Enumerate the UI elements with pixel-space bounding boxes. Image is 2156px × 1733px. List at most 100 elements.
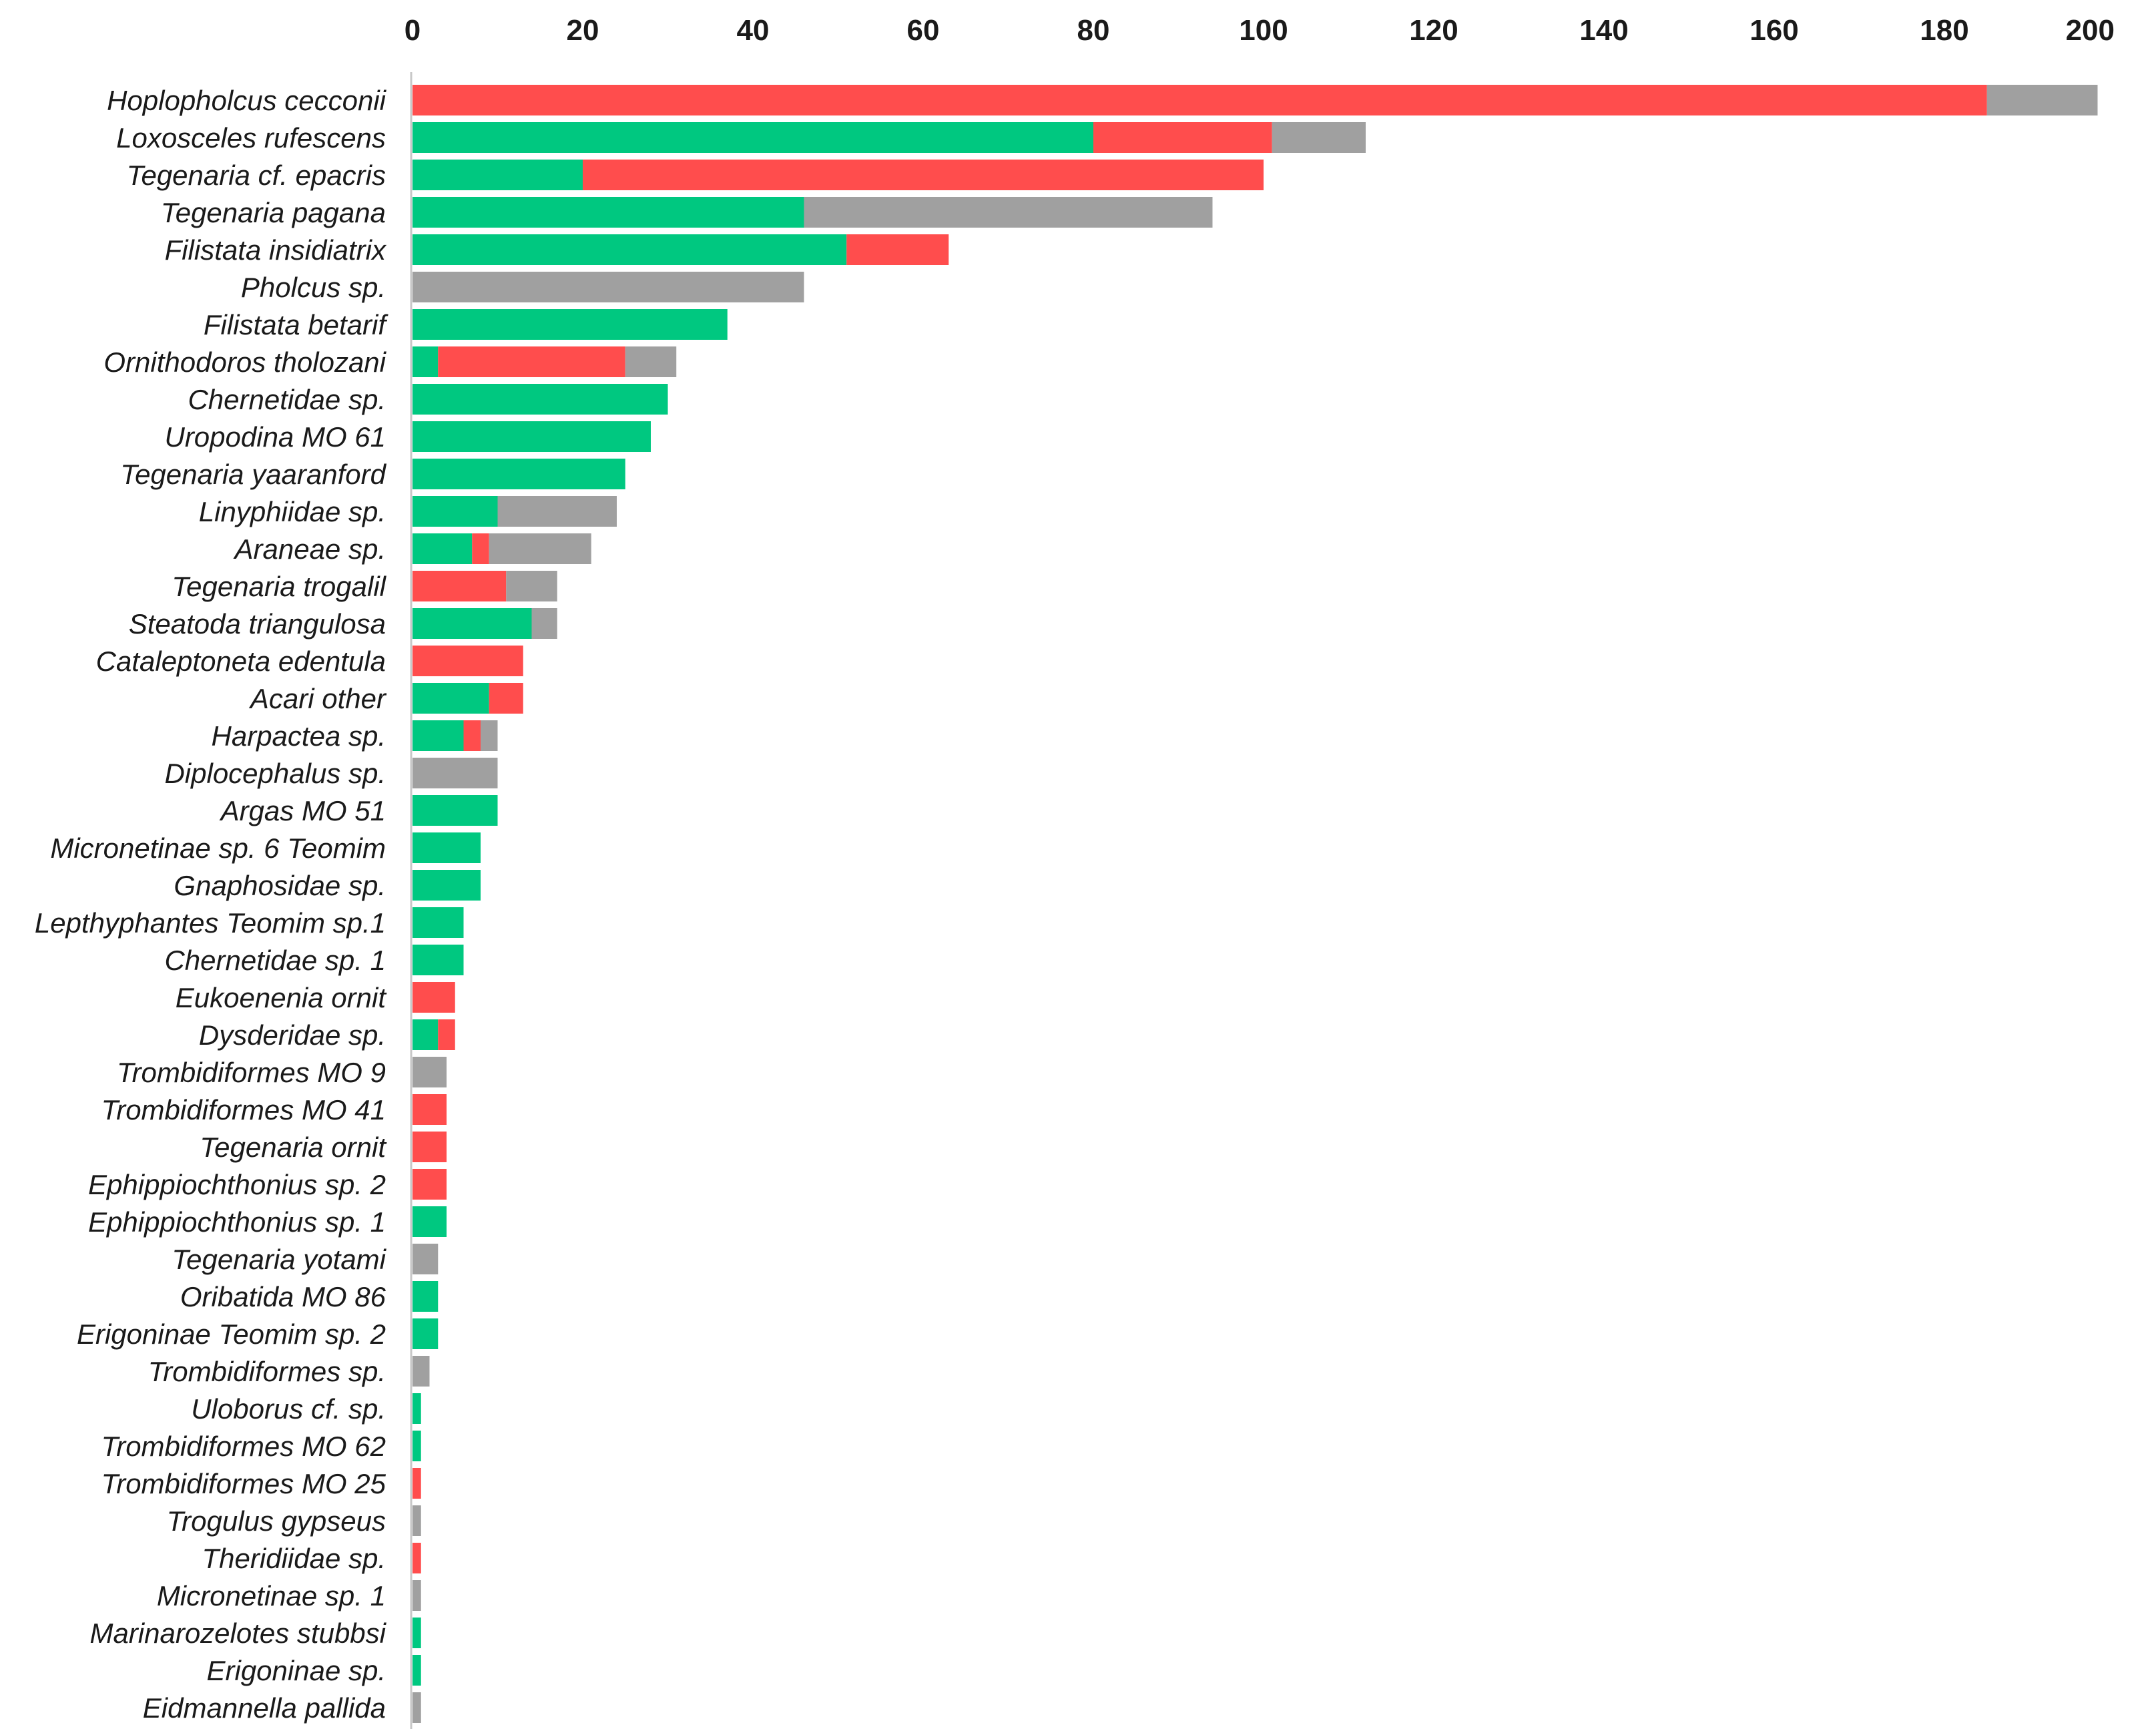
bar-segment-red: [472, 533, 489, 564]
bar-segment-green: [413, 907, 464, 938]
bar-segment-green: [413, 683, 489, 714]
bar-segment-gray: [413, 1356, 430, 1387]
x-tick-label: 200: [2066, 14, 2115, 47]
bar-segment-green: [413, 309, 728, 340]
bar-segment-green: [413, 459, 625, 489]
x-tick-label: 140: [1579, 14, 1628, 47]
bar-segment-green: [413, 1431, 421, 1461]
bar-segment-gray: [413, 1244, 439, 1274]
x-tick-label: 180: [1920, 14, 1968, 47]
bar-segment-gray: [506, 571, 557, 601]
bar-segment-red: [463, 720, 481, 751]
bar-segment-red: [413, 646, 523, 676]
bar-segment-green: [413, 1618, 421, 1648]
bar-segment-red: [413, 1543, 421, 1573]
bar-segment-green: [413, 1393, 421, 1424]
bar-segment-gray: [489, 533, 591, 564]
bar-segment-gray: [497, 496, 617, 527]
bar-segment-red: [413, 1169, 447, 1200]
bar-segment-green: [413, 421, 651, 452]
category-label: Trombidiformes MO 9: [117, 1057, 386, 1088]
x-axis-ticks: 0 20 40 60 80 100 120 140 160 180 200: [405, 14, 2115, 47]
category-label: Filistata insidiatrix: [165, 234, 387, 266]
bar-segment-green: [413, 870, 481, 901]
bar-segment-red: [489, 683, 523, 714]
bar-segment-green: [413, 384, 668, 415]
bar-segment-red: [583, 160, 1264, 190]
category-label: Marinarozelotes stubbsi: [89, 1618, 386, 1649]
bar-segment-gray: [413, 272, 804, 302]
bar-segment-red: [413, 85, 1987, 115]
x-tick-label: 80: [1077, 14, 1110, 47]
x-tick-label: 40: [737, 14, 770, 47]
bar-segment-green: [413, 1281, 439, 1312]
category-label: Oribatida MO 86: [180, 1281, 386, 1312]
bar-segment-green: [413, 720, 464, 751]
bar-segment-green: [413, 533, 473, 564]
category-label: Pholcus sp.: [241, 272, 386, 303]
bar-segment-gray: [413, 758, 498, 788]
bar-segment-gray: [804, 197, 1213, 228]
category-label: Tegenaria ornit: [200, 1132, 387, 1163]
bar-segment-green: [413, 608, 532, 639]
category-label: Cataleptoneta edentula: [96, 646, 386, 677]
bar-segment-green: [413, 1019, 439, 1050]
category-label: Uloborus cf. sp.: [191, 1393, 386, 1425]
bar-segment-red: [1093, 122, 1272, 153]
category-label: Diplocephalus sp.: [164, 758, 386, 789]
category-label: Hoplopholcus cecconii: [107, 85, 387, 116]
bar-segment-red: [413, 1468, 421, 1499]
category-label: Micronetinae sp. 1: [157, 1580, 386, 1612]
category-label: Micronetinae sp. 6 Teomim: [50, 832, 386, 864]
bar-segment-red: [846, 234, 949, 265]
category-label: Trombidiformes MO 62: [101, 1431, 386, 1462]
category-label: Trombidiformes MO 25: [101, 1468, 386, 1499]
category-label: Araneae sp.: [233, 533, 386, 565]
bar-segment-green: [413, 832, 481, 863]
category-label: Trombidiformes sp.: [148, 1356, 386, 1387]
category-label: Tegenaria yaaranford: [120, 459, 386, 490]
x-tick-label: 60: [907, 14, 940, 47]
bar-segment-gray: [413, 1505, 421, 1536]
category-label: Tegenaria cf. epacris: [127, 160, 386, 191]
category-label: Linyphiidae sp.: [199, 496, 386, 527]
bar-segment-gray: [1272, 122, 1366, 153]
category-label: Trombidiformes MO 41: [101, 1094, 386, 1126]
category-label: Eidmannella pallida: [143, 1692, 386, 1724]
category-label: Ephippiochthonius sp. 1: [88, 1206, 386, 1238]
bar-segment-red: [413, 571, 507, 601]
category-label: Harpactea sp.: [212, 720, 386, 752]
bar-segment-green: [413, 234, 847, 265]
x-tick-label: 120: [1409, 14, 1458, 47]
bar-segment-red: [438, 346, 625, 377]
category-label: Erigoninae sp.: [206, 1655, 386, 1686]
category-label: Erigoninae Teomim sp. 2: [77, 1318, 386, 1350]
bar-segment-green: [413, 197, 804, 228]
bar-segment-gray: [625, 346, 677, 377]
category-label: Loxosceles rufescens: [116, 122, 386, 154]
category-label: Steatoda triangulosa: [129, 608, 386, 640]
bar-segment-green: [413, 496, 498, 527]
category-label: Tegenaria pagana: [161, 197, 386, 228]
category-label: Argas MO 51: [219, 795, 386, 826]
category-label: Trogulus gypseus: [167, 1505, 386, 1537]
bar-segment-gray: [531, 608, 557, 639]
bar-segment-gray: [413, 1692, 421, 1723]
bar-segment-red: [413, 982, 455, 1013]
bar-segment-gray: [481, 720, 498, 751]
category-label: Ornithodoros tholozani: [103, 346, 386, 378]
bar-segment-gray: [413, 1580, 421, 1611]
category-label: Tegenaria trogalil: [172, 571, 386, 602]
bar-segment-green: [413, 945, 464, 975]
bars: [413, 85, 2098, 1723]
bar-segment-green: [413, 795, 498, 826]
bar-segment-gray: [413, 1057, 447, 1087]
x-tick-label: 160: [1749, 14, 1798, 47]
bar-segment-red: [413, 1094, 447, 1125]
category-label: Chernetidae sp. 1: [164, 945, 386, 976]
category-label: Ephippiochthonius sp. 2: [88, 1169, 386, 1200]
category-label: Theridiidae sp.: [202, 1543, 386, 1574]
category-label: Gnaphosidae sp.: [174, 870, 386, 901]
bar-segment-red: [413, 1132, 447, 1162]
